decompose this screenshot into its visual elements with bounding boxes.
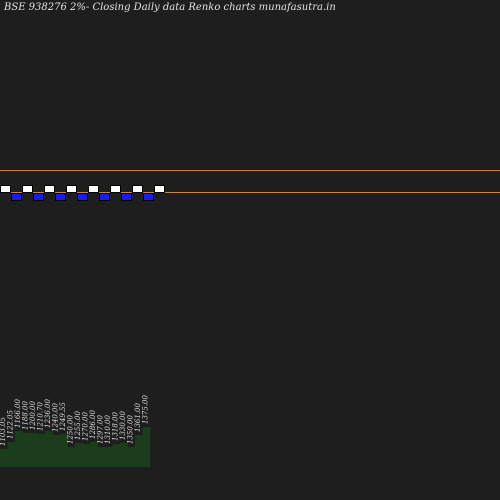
volume-label: 1250.00 — [67, 415, 75, 444]
volume-label: 1200.00 — [29, 401, 37, 430]
volume-labels: 1103.05 1122.05 1166.00 1188.00 1200.00 1210.… — [0, 395, 150, 446]
volume-label: 1270.00 — [82, 412, 90, 441]
volume-label: 1210.70 — [37, 402, 45, 431]
level-lines — [0, 170, 500, 193]
volume-bar — [105, 447, 113, 467]
volume-bar — [127, 447, 136, 467]
volume-bar — [37, 434, 46, 467]
volume-label: 1361.00 — [134, 403, 142, 432]
volume-bar — [142, 427, 151, 467]
volume-label: 1286.00 — [89, 410, 97, 439]
volume-label: 1249.55 — [59, 402, 67, 431]
up-brick — [154, 185, 165, 193]
volume-bar — [112, 444, 121, 467]
volume-label: 1236.00 — [44, 399, 52, 428]
volume-label: 1350.00 — [127, 415, 135, 444]
volume-bar — [120, 443, 128, 467]
volume-bar — [30, 433, 38, 467]
volume-label: 1375.00 — [142, 395, 150, 424]
volume-bar — [75, 443, 83, 467]
down-brick — [121, 193, 132, 201]
up-brick — [110, 185, 121, 193]
volume-label: 1166.00 — [14, 399, 22, 428]
volume-label: 1240.00 — [52, 403, 60, 432]
volume-bars — [0, 427, 151, 467]
volume-label: 1318.00 — [112, 412, 120, 441]
up-brick — [66, 185, 77, 193]
down-brick — [77, 193, 88, 201]
down-brick — [55, 193, 66, 201]
volume-label: 1330.00 — [119, 411, 127, 440]
up-brick — [132, 185, 143, 193]
volume-bar — [22, 433, 31, 467]
volume-bar — [67, 447, 76, 467]
down-brick — [143, 193, 154, 201]
volume-label: 1255.00 — [74, 411, 82, 440]
volume-bar — [45, 431, 53, 467]
volume-label: 1297.00 — [97, 415, 105, 444]
renko-bricks — [0, 185, 165, 201]
volume-bar — [7, 442, 16, 467]
volume-bar — [90, 442, 98, 467]
volume-label: 1188.00 — [22, 401, 30, 430]
up-brick — [44, 185, 55, 193]
volume-label: 1103.05 — [0, 417, 7, 446]
down-brick — [33, 193, 44, 201]
volume-bar — [60, 434, 68, 467]
up-brick — [22, 185, 33, 193]
volume-bar — [15, 431, 23, 467]
up-brick — [88, 185, 99, 193]
volume-label: 1310.00 — [104, 415, 112, 444]
volume-label: 1122.05 — [7, 410, 15, 439]
up-brick — [0, 185, 11, 193]
chart-title: BSE 938276 2%- Closing Daily data Renko … — [3, 2, 336, 13]
volume-bar — [82, 444, 91, 467]
down-brick — [11, 193, 22, 201]
volume-bar — [0, 449, 8, 467]
volume-bar — [52, 435, 61, 467]
volume-bar — [97, 447, 106, 467]
volume-bar — [135, 435, 143, 467]
down-brick — [99, 193, 110, 201]
